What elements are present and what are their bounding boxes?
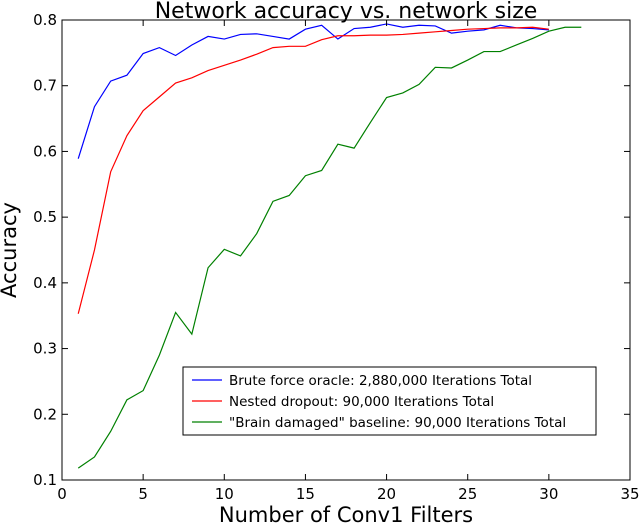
x-tick-label: 0: [57, 485, 67, 503]
chart-title: Network accuracy vs. network size: [155, 0, 538, 24]
series-line-2: [77, 26, 582, 469]
y-tick-label: 0.5: [33, 208, 57, 226]
legend-label-1: Nested dropout: 90,000 Iterations Total: [229, 394, 494, 410]
y-tick-label: 0.6: [33, 142, 57, 160]
y-ticks: 0.1 0.2 0.3 0.4 0.5 0.6 0.7 0.8: [33, 11, 630, 489]
y-axis-title: Accuracy: [0, 202, 21, 298]
x-tick-label: 30: [539, 485, 558, 503]
x-tick-label: 35: [620, 485, 639, 503]
x-axis-title: Number of Conv1 Filters: [219, 503, 473, 526]
y-tick-label: 0.7: [33, 77, 57, 95]
legend-label-0: Brute force oracle: 2,880,000 Iterations…: [229, 373, 532, 389]
x-tick-label: 20: [377, 485, 396, 503]
x-tick-label: 25: [458, 485, 477, 503]
y-tick-label: 0.3: [33, 340, 57, 358]
series-layer: [77, 23, 582, 469]
legend-label-2: "Brain damaged" baseline: 90,000 Iterati…: [229, 415, 566, 431]
y-tick-label: 0.4: [33, 274, 57, 292]
y-tick-label: 0.1: [33, 471, 57, 489]
series-line-0: [77, 23, 549, 159]
x-tick-label: 5: [138, 485, 148, 503]
x-tick-label: 10: [215, 485, 234, 503]
y-tick-label: 0.2: [33, 405, 57, 423]
x-ticks: 0 5 10 15 20 25 30 35: [57, 20, 640, 503]
legend: Brute force oracle: 2,880,000 Iterations…: [182, 366, 597, 436]
plot-frame: [61, 19, 631, 481]
x-tick-label: 15: [296, 485, 315, 503]
series-line-1: [77, 26, 549, 314]
y-tick-label: 0.8: [33, 11, 57, 29]
legend-box: [182, 366, 597, 436]
